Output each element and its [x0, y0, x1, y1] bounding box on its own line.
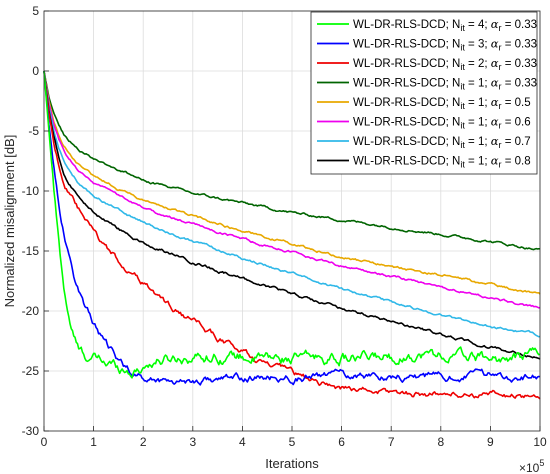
series-line-6	[43, 70, 541, 309]
legend-text-part: it	[460, 62, 465, 72]
y-tick-label: -30	[22, 424, 40, 438]
y-tick-label: -25	[22, 364, 40, 378]
legend-entry: WL-DR-RLS-DCD; Nit = 1; αr = 0.5	[353, 95, 531, 111]
legend-text-part: r	[499, 140, 502, 150]
x-tick-label: 9	[487, 435, 494, 449]
series-line-4	[43, 70, 541, 251]
y-tick-label: 5	[32, 4, 39, 18]
series-line-1	[43, 70, 541, 379]
x-exponent-power: 5	[539, 458, 544, 468]
legend-entry: WL-DR-RLS-DCD; Nit = 4; αr = 0.33	[353, 17, 537, 33]
x-tick-label: 6	[338, 435, 345, 449]
legend-text-part: r	[499, 160, 502, 170]
legend-text-part: = 0.6	[502, 117, 531, 129]
legend-text-part: r	[499, 121, 502, 131]
legend-text-part: α	[491, 56, 499, 70]
legend-text-part: = 0.33	[502, 39, 538, 51]
legend-text-part: it	[460, 140, 465, 150]
series-line-7	[43, 70, 541, 338]
series-line-3	[43, 70, 541, 400]
legend-text-part: α	[491, 37, 499, 51]
legend-text-part: it	[460, 82, 465, 92]
legend-text-part: = 3;	[465, 39, 491, 51]
x-tick-label: 8	[437, 435, 444, 449]
legend-text-part: WL-DR-RLS-DCD; N	[353, 156, 460, 168]
series-line-5	[43, 70, 541, 295]
legend-text-part: it	[460, 23, 465, 33]
y-axis-label: Normalized misalignment [dB]	[2, 135, 17, 308]
legend-entry: WL-DR-RLS-DCD; Nit = 3; αr = 0.33	[353, 37, 537, 53]
legend-text-part: = 1;	[465, 117, 491, 129]
x-tick-label: 4	[239, 435, 246, 449]
legend-text-part: WL-DR-RLS-DCD; N	[353, 19, 460, 31]
legend-text-part: it	[460, 101, 465, 111]
legend-text-part: r	[499, 101, 502, 111]
legend-text-part: r	[499, 82, 502, 92]
legend-text-part: WL-DR-RLS-DCD; N	[353, 39, 460, 51]
legend-entry: WL-DR-RLS-DCD; Nit = 1; αr = 0.8	[353, 154, 531, 170]
legend: WL-DR-RLS-DCD; Nit = 4; αr = 0.33WL-DR-R…	[310, 11, 538, 175]
legend-text-part: = 1;	[465, 97, 491, 109]
legend-text-part: WL-DR-RLS-DCD; N	[353, 136, 460, 148]
legend-entry: WL-DR-RLS-DCD; Nit = 2; αr = 0.33	[353, 56, 537, 72]
legend-entry: WL-DR-RLS-DCD; Nit = 1; αr = 0.7	[353, 134, 531, 150]
x-tick-label: 7	[388, 435, 395, 449]
legend-text-part: = 1;	[465, 136, 491, 148]
legend-text-part: = 0.33	[502, 19, 538, 31]
legend-text-part: WL-DR-RLS-DCD; N	[353, 117, 460, 129]
legend-text-part: = 1;	[465, 156, 491, 168]
legend-text-part: r	[499, 62, 502, 72]
legend-text-part: r	[499, 43, 502, 53]
x-tick-label: 1	[90, 435, 97, 449]
legend-text-part: r	[499, 23, 502, 33]
legend-entry: WL-DR-RLS-DCD; Nit = 1; αr = 0.33	[353, 76, 537, 92]
x-tick-label: 2	[140, 435, 147, 449]
legend-text-part: it	[460, 160, 465, 170]
x-exponent-base: ×10	[519, 461, 540, 474]
legend-text-part: WL-DR-RLS-DCD; N	[353, 97, 460, 109]
legend-text-part: = 2;	[465, 58, 491, 70]
series-line-2	[43, 70, 541, 386]
legend-text-part: = 0.8	[502, 156, 531, 168]
y-tick-label: -20	[22, 304, 40, 318]
legend-entry: WL-DR-RLS-DCD; Nit = 1; αr = 0.6	[353, 115, 531, 131]
legend-text-part: α	[491, 134, 499, 148]
legend-box	[310, 11, 538, 175]
y-tick-label: -10	[22, 184, 40, 198]
legend-text-part: = 0.7	[502, 136, 531, 148]
y-tick-label: 0	[32, 64, 39, 78]
legend-text-part: = 0.33	[502, 78, 538, 90]
legend-text-part: = 0.5	[502, 97, 531, 109]
x-axis-exponent: ×105	[519, 458, 544, 474]
x-tick-label: 5	[289, 435, 296, 449]
x-tick-label: 3	[189, 435, 196, 449]
legend-text-part: WL-DR-RLS-DCD; N	[353, 58, 460, 70]
legend-text-part: it	[460, 43, 465, 53]
legend-text-part: α	[491, 115, 499, 129]
legend-text-part: WL-DR-RLS-DCD; N	[353, 78, 460, 90]
x-tick-label: 0	[41, 435, 48, 449]
legend-text-part: = 1;	[465, 78, 491, 90]
legend-text-part: it	[460, 121, 465, 131]
legend-text-part: = 0.33	[502, 58, 538, 70]
y-tick-label: -5	[28, 124, 39, 138]
x-axis-label: Iterations	[265, 456, 319, 471]
y-tick-label: -15	[22, 244, 40, 258]
x-tick-label: 10	[533, 435, 547, 449]
legend-text-part: α	[491, 95, 499, 109]
axis-ticks: 0 1 2 3 4 5 6 7 8 9 10 5 0 -5 -10 -15 -20 -25 -30	[22, 4, 547, 449]
series-line-8	[43, 70, 541, 360]
legend-text-part: = 4;	[465, 19, 491, 31]
legend-text-part: α	[491, 17, 499, 31]
legend-text-part: α	[491, 154, 499, 168]
series-lines	[43, 70, 541, 400]
legend-text-part: α	[491, 76, 499, 90]
